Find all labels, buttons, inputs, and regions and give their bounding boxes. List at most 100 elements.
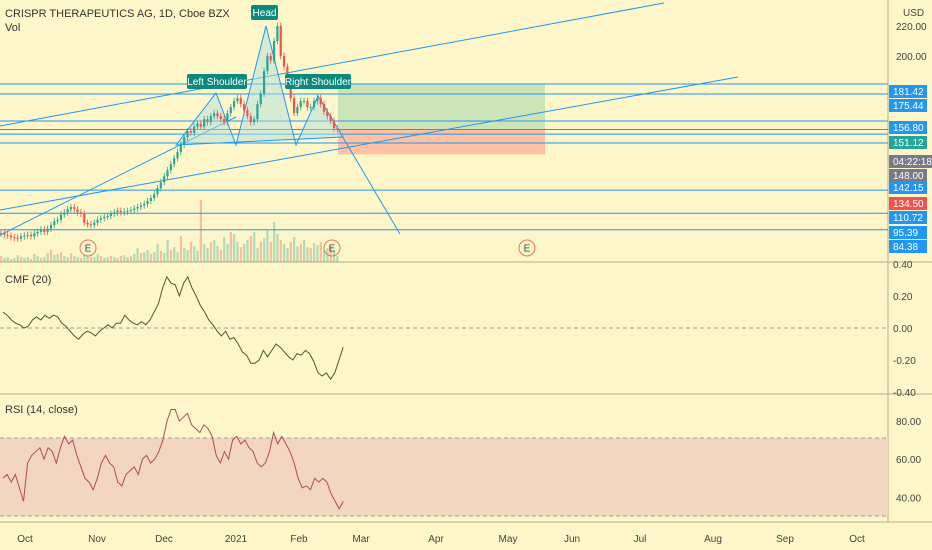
volume-bar	[183, 248, 186, 262]
earnings-letter: E	[329, 244, 336, 255]
candle	[213, 113, 216, 117]
candle	[226, 113, 229, 123]
candle	[13, 237, 16, 239]
candle	[256, 104, 259, 120]
volume-bar	[136, 248, 139, 262]
volume-bar	[323, 250, 326, 262]
volume-bar	[96, 254, 99, 262]
candle	[216, 113, 219, 117]
candle	[193, 126, 196, 133]
candle	[16, 237, 19, 239]
volume-bar	[196, 251, 199, 262]
price-badge-text: 151.12	[893, 138, 924, 149]
candle	[262, 71, 266, 94]
candle	[136, 207, 139, 209]
earnings-letter: E	[85, 244, 92, 255]
cmf-tick: 0.40	[893, 260, 913, 271]
candle	[286, 66, 289, 79]
candle	[3, 233, 6, 235]
price-badge-bg	[889, 99, 927, 112]
price-badge-text: 04:22:18	[893, 157, 932, 168]
volume-bar	[279, 240, 282, 262]
candle	[186, 131, 189, 138]
price-badge: 142.15	[889, 181, 927, 194]
candle	[149, 198, 152, 202]
volume-bar	[119, 256, 123, 262]
volume-bar	[99, 256, 103, 262]
x-tick: Jun	[564, 534, 580, 545]
trend-line	[337, 128, 401, 235]
volume-bar	[23, 258, 26, 262]
candle	[129, 210, 132, 212]
candle	[9, 235, 13, 238]
candle	[229, 107, 232, 114]
price-badge-bg	[889, 155, 932, 168]
candle	[19, 236, 23, 239]
volume-bar	[6, 257, 9, 262]
price-badge-text: 110.72	[893, 213, 923, 224]
candle	[306, 101, 309, 108]
volume-bar	[3, 258, 6, 262]
candle	[59, 214, 63, 220]
trend-line	[0, 76, 739, 211]
volume-bar	[283, 244, 286, 262]
price-badge-bg	[889, 226, 927, 239]
volume-bar	[29, 259, 33, 262]
candle	[332, 120, 336, 129]
candle	[183, 137, 186, 145]
candle	[143, 204, 146, 206]
volume-bar	[306, 247, 309, 262]
volume-bar	[309, 248, 312, 262]
x-tick: Oct	[17, 534, 33, 545]
pattern-label: Left Shoulder	[187, 74, 247, 89]
profit-zone	[338, 83, 545, 130]
candle	[56, 219, 59, 222]
volume-bar	[276, 234, 279, 262]
candle	[126, 210, 129, 212]
candle	[156, 188, 159, 195]
price-badge-bg	[889, 169, 927, 182]
candle	[86, 222, 89, 225]
volume-bar	[66, 257, 69, 262]
candle	[319, 98, 322, 105]
volume-bar	[233, 234, 236, 262]
cmf-tick: -0.40	[893, 388, 916, 399]
volume-bar	[139, 253, 143, 262]
price-badge: 151.12	[889, 136, 927, 149]
volume-bar	[0, 256, 3, 262]
candle	[242, 104, 246, 111]
rsi-band	[0, 438, 888, 516]
candle	[89, 224, 93, 226]
cmf-line	[2, 275, 344, 381]
candle	[292, 98, 296, 114]
volume-bar	[256, 248, 259, 262]
price-badge-bg	[889, 211, 927, 224]
volume-bar	[226, 244, 229, 262]
candle	[196, 123, 199, 127]
price-badge-text: 134.50	[893, 199, 924, 210]
candle	[312, 101, 316, 108]
volume-bar	[43, 257, 46, 262]
volume-bar	[189, 242, 193, 262]
volume-bar	[49, 250, 53, 262]
volume-bar	[273, 222, 276, 262]
x-tick: Dec	[155, 534, 173, 545]
price-badge-bg	[889, 85, 927, 98]
price-badge-text: 175.44	[893, 101, 924, 112]
price-badge-text: 142.15	[893, 183, 924, 194]
rsi-tick: 40.00	[896, 493, 921, 504]
earnings-marker: E	[323, 239, 341, 257]
candle	[249, 116, 252, 123]
volume-bar	[116, 258, 119, 262]
pattern-label-text: Head	[253, 8, 277, 19]
price-badge: 134.50	[889, 197, 927, 210]
volume-bar	[26, 257, 29, 262]
candle	[146, 201, 149, 205]
price-badge-bg	[889, 181, 927, 194]
candle	[299, 101, 302, 108]
volume-bar	[69, 253, 73, 262]
cmf-tick: 0.00	[893, 324, 913, 335]
volume-bar	[53, 255, 56, 262]
candle	[309, 107, 312, 109]
